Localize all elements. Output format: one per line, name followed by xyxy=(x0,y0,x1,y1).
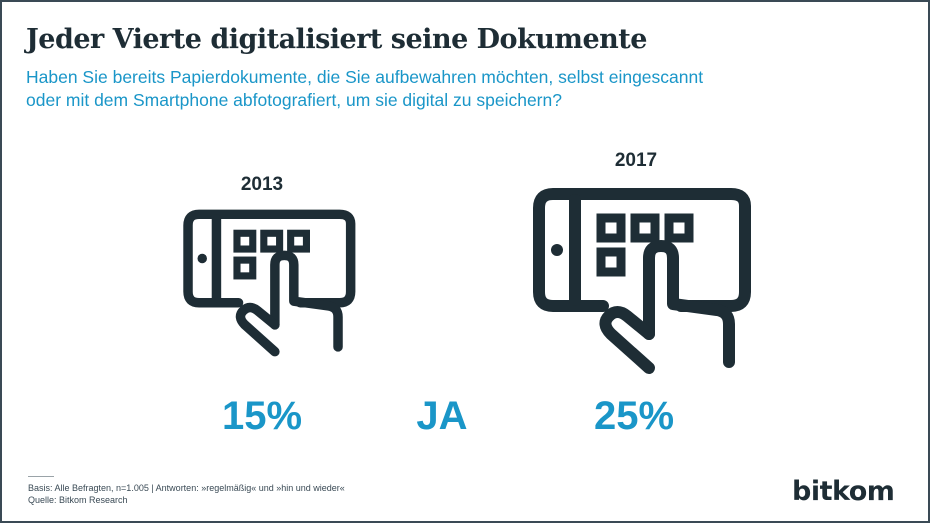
footnote-basis: Basis: Alle Befragten, n=1.005 | Antwort… xyxy=(28,483,345,493)
subtitle-line-1: Haben Sie bereits Papierdokumente, die S… xyxy=(26,67,704,87)
footnote-source: Quelle: Bitkom Research xyxy=(28,495,128,505)
category-label-2017: 2017 xyxy=(614,150,658,171)
footnote-divider xyxy=(28,476,54,477)
chart-subtitle: Haben Sie bereits Papierdokumente, die S… xyxy=(26,66,726,112)
data-label-2017: 25% xyxy=(593,394,675,438)
tablet-touch-icon xyxy=(180,208,365,363)
tablet-touch-icon xyxy=(530,186,762,381)
data-label-2013: 15% xyxy=(221,394,303,438)
bitkom-logo: bitkom xyxy=(792,476,895,507)
category-label-2013: 2013 xyxy=(240,174,284,195)
chart-title: Jeder Vierte digitalisiert seine Dokumen… xyxy=(26,24,647,55)
series-label-ja: JA xyxy=(416,394,468,438)
subtitle-line-2: oder mit dem Smartphone abfotografiert, … xyxy=(26,90,562,110)
